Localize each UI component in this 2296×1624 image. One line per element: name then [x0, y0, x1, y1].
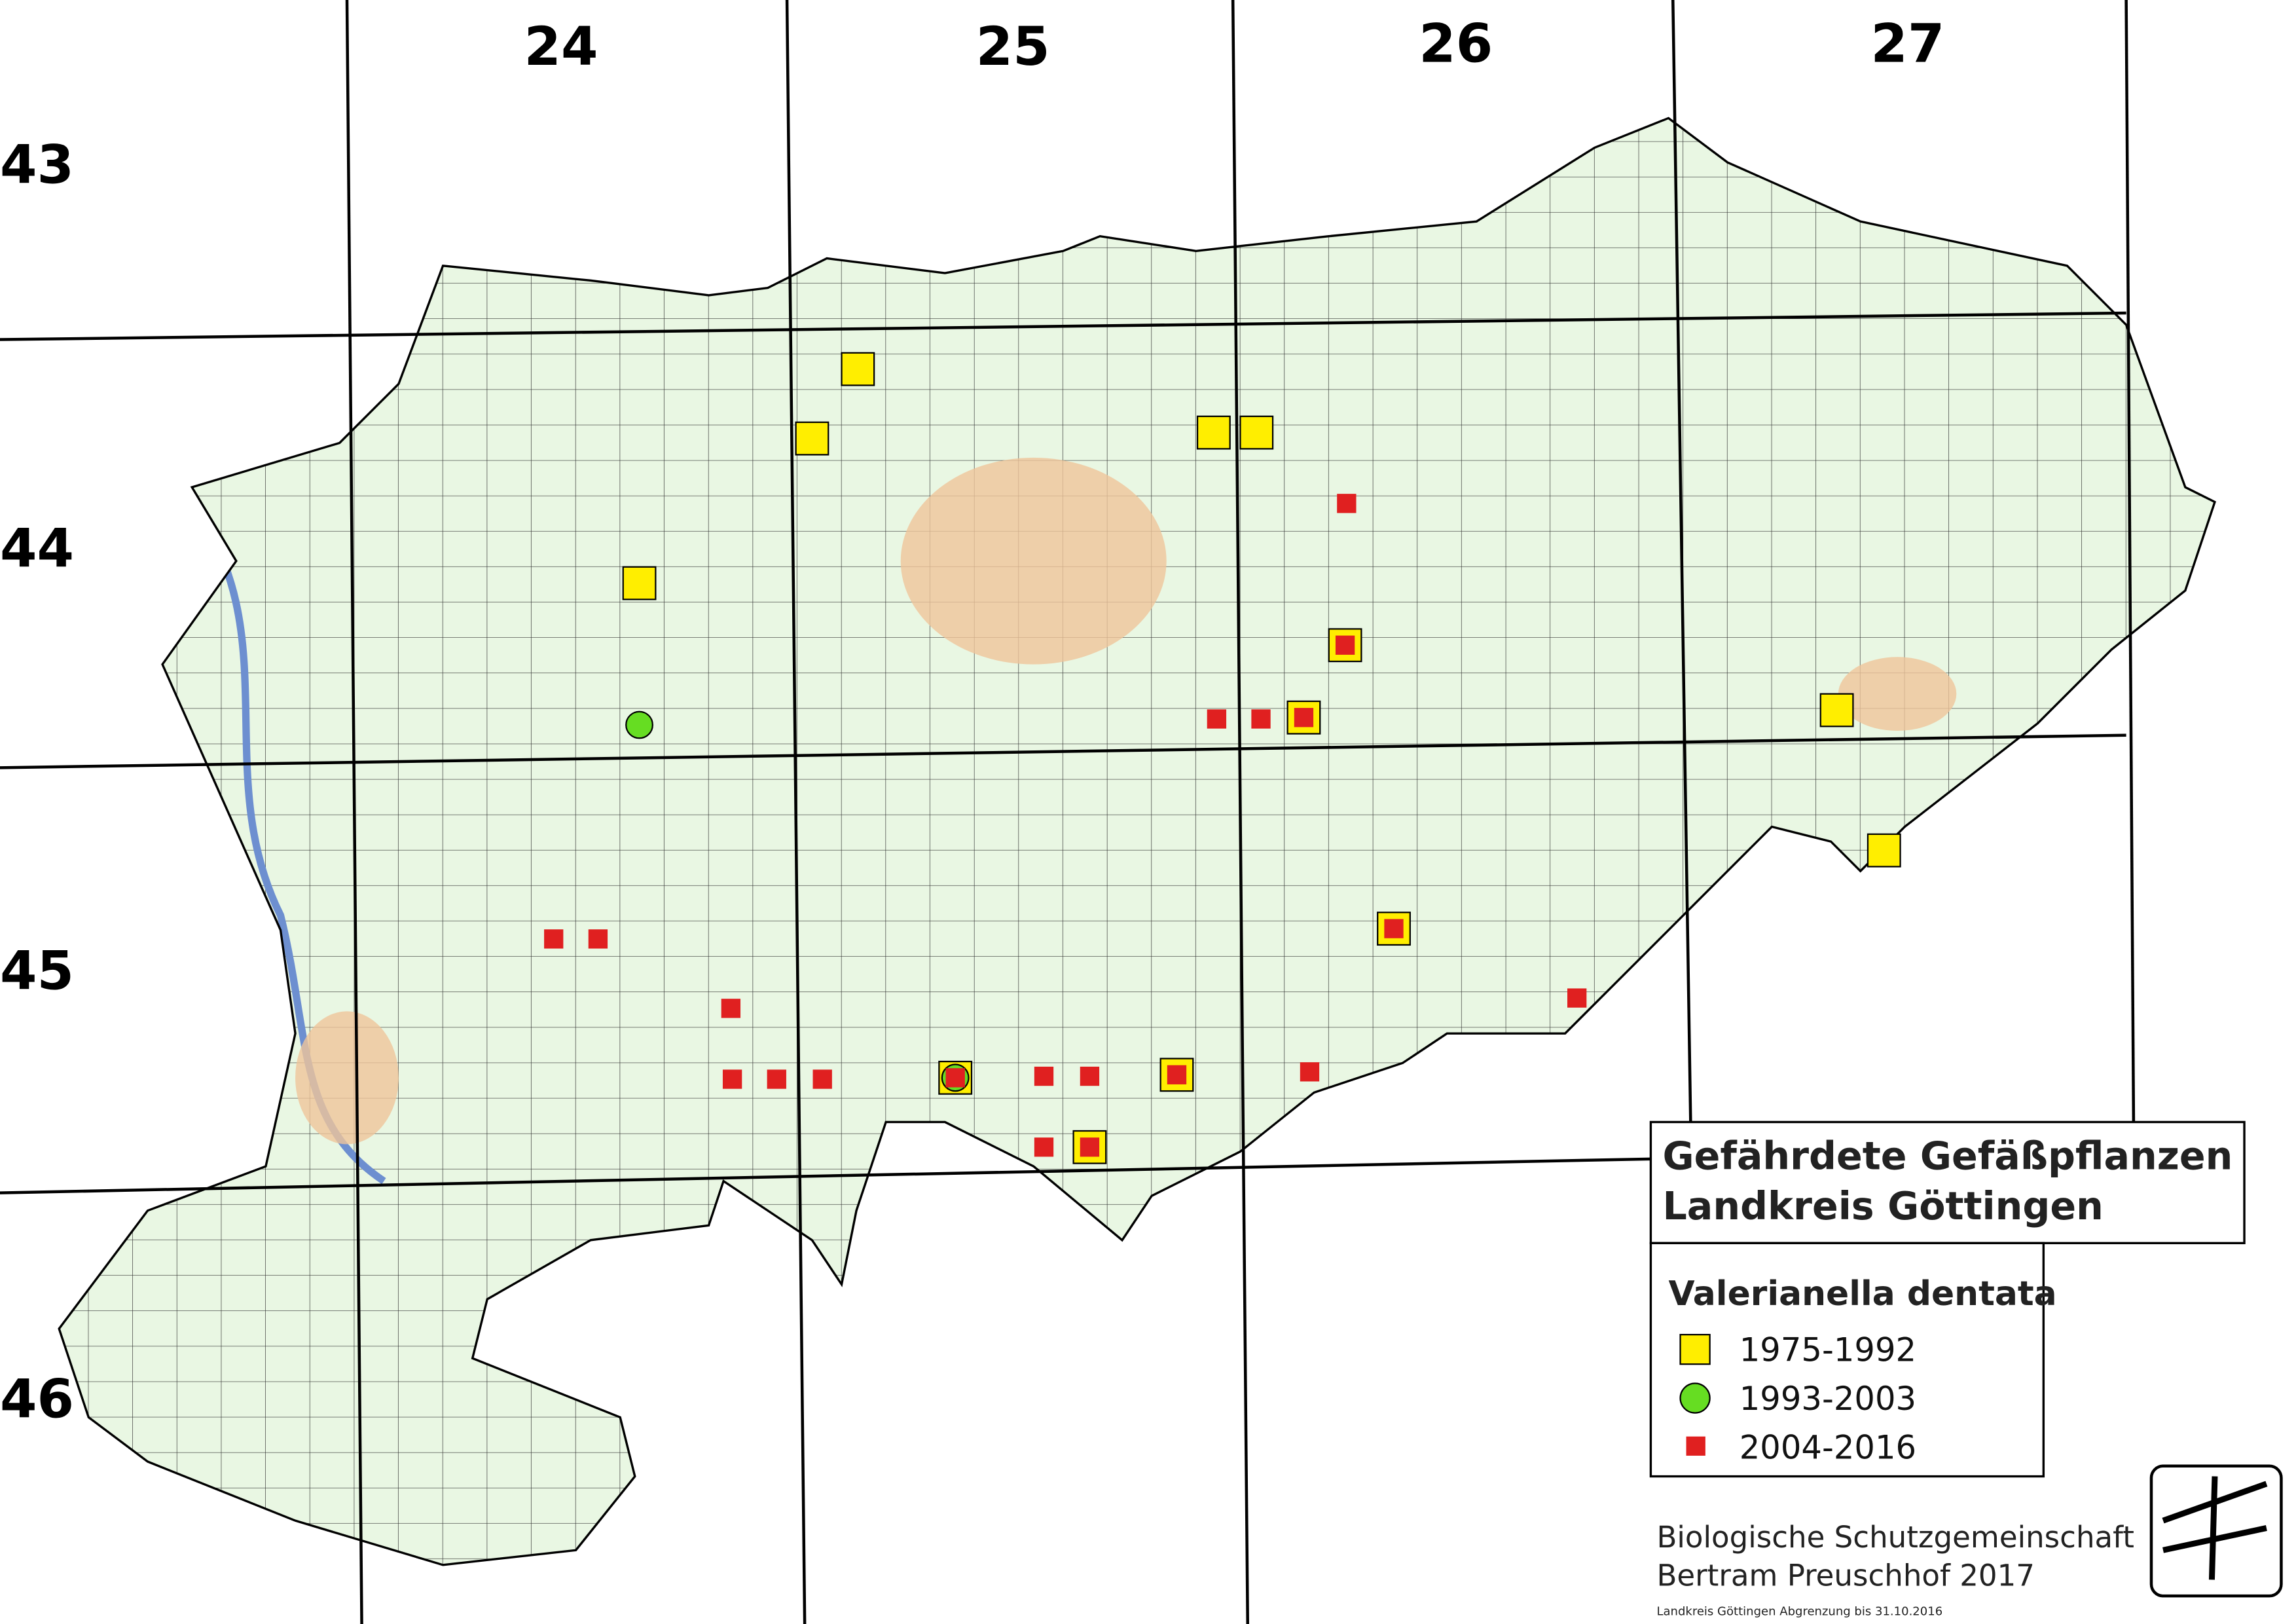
marker-2004-2016 — [1167, 1065, 1187, 1084]
map-title: Gefährdete Gefäßpflanzen — [1662, 1134, 2232, 1179]
marker-2004-2016 — [1080, 1066, 1100, 1086]
marker-2004-2016 — [1567, 988, 1587, 1008]
marker-2004-2016 — [722, 1069, 742, 1089]
marker-2004-2016 — [544, 929, 564, 949]
marker-2004-2016 — [588, 929, 608, 949]
column-label: 24 — [524, 16, 598, 78]
marker-1993-2003 — [625, 710, 653, 739]
sheet-labels: 24 25 26 27 43 44 45 46 — [0, 14, 1944, 1431]
column-label: 26 — [1419, 14, 1493, 75]
marker-2004-2016 — [1294, 708, 1314, 728]
marker-2004-2016 — [1337, 494, 1357, 513]
logo — [2149, 1464, 2283, 1598]
credits: Biologische Schutzgemeinschaft Bertram P… — [1656, 1464, 2283, 1618]
legend: Gefährdete Gefäßpflanzen Landkreis Götti… — [1649, 1120, 2246, 1478]
marker-2004-2016 — [945, 1068, 965, 1088]
marker-2004-2016 — [812, 1069, 832, 1089]
marker-2004-2016 — [1207, 709, 1227, 729]
marker-2004-2016 — [1034, 1137, 1054, 1157]
row-label: 46 — [0, 1369, 74, 1430]
credit: Bertram Preuschhof 2017 — [1656, 1558, 2035, 1593]
marker-1975-1992 — [1239, 415, 1274, 450]
column-label: 25 — [976, 16, 1050, 78]
marker-2004-2016 — [721, 999, 741, 1018]
marker-2004-2016 — [1300, 1062, 1320, 1082]
row-label: 45 — [0, 941, 74, 1003]
credit: Biologische Schutzgemeinschaft — [1656, 1520, 2134, 1555]
marker-1975-1992 — [1072, 1130, 1107, 1164]
sheet-grid — [0, 0, 2136, 1624]
marker-2004-2016 — [1080, 1137, 1100, 1157]
marker-2004-2016 — [1251, 709, 1271, 729]
marker-2004-2016 — [1384, 919, 1404, 938]
marker-2004-2016 — [1034, 1066, 1054, 1086]
marker-1975-1992 — [1819, 693, 1854, 728]
marker-1975-1992 — [841, 352, 875, 386]
legend-item: 1975-1992 — [1740, 1331, 1916, 1369]
marker-2004-2016 — [1335, 635, 1355, 655]
legend-item: 1993-2003 — [1740, 1380, 1916, 1418]
species: Valerianella dentata — [1668, 1274, 2056, 1314]
row-label: 44 — [0, 519, 74, 580]
marker-1975-1992 — [1196, 415, 1231, 450]
map-title: Landkreis Göttingen — [1662, 1184, 2103, 1228]
marker-1975-1992 — [1867, 833, 1901, 868]
observations — [544, 352, 1901, 1164]
marker-1975-1992 — [622, 566, 657, 600]
row-label: 43 — [0, 135, 74, 196]
note: Landkreis Göttingen Abgrenzung bis 31.10… — [1656, 1604, 1942, 1618]
marker-2004-2016 — [767, 1069, 786, 1089]
column-label: 27 — [1870, 14, 1944, 75]
marker-1975-1992 — [795, 421, 829, 456]
legend-item: 2004-2016 — [1740, 1428, 1916, 1466]
